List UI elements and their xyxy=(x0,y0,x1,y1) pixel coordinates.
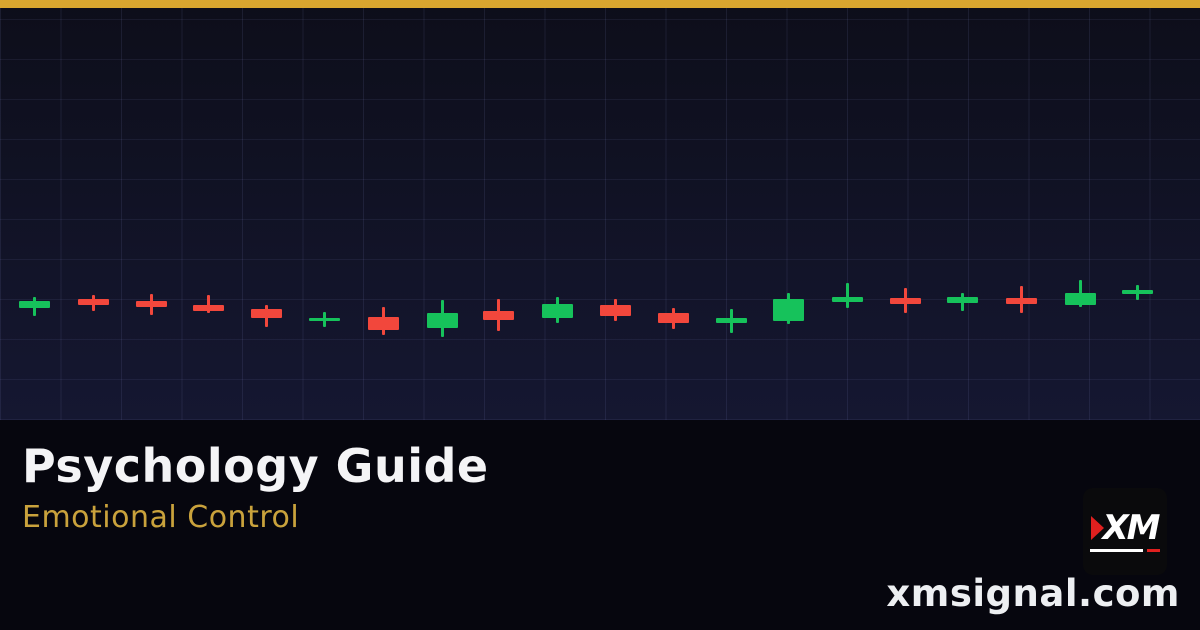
xm-logo-text: XM xyxy=(1102,508,1160,548)
site-url: xmsignal.com xyxy=(886,572,1180,615)
candle-body xyxy=(1005,298,1037,304)
candle-body xyxy=(367,317,399,330)
candle-body xyxy=(541,304,573,318)
xm-logo-underline xyxy=(1090,549,1160,552)
page-subtitle: Emotional Control xyxy=(22,500,300,535)
candle-body xyxy=(772,299,804,321)
xm-logo: XM xyxy=(1083,488,1167,575)
candle-body xyxy=(657,313,689,323)
candle-body xyxy=(426,313,458,328)
candle-body xyxy=(308,318,340,321)
page-title: Psychology Guide xyxy=(22,439,489,493)
candle-body xyxy=(1121,290,1153,294)
candle-body xyxy=(135,301,167,307)
candle-body xyxy=(482,311,514,320)
logo-underline-red-tick xyxy=(1147,549,1160,552)
footer-panel: Psychology Guide Emotional Control XM xm… xyxy=(0,420,1200,630)
candle-body xyxy=(946,297,978,303)
candle-body xyxy=(831,297,863,302)
candle-wick xyxy=(206,295,210,313)
play-triangle-icon xyxy=(1091,516,1105,540)
candle-body xyxy=(250,309,282,318)
candle-body xyxy=(192,305,224,311)
candle-body xyxy=(599,305,631,316)
top-accent-bar xyxy=(0,0,1200,8)
candle-body xyxy=(1064,293,1096,305)
candle-body xyxy=(77,299,109,305)
logo-underline-white xyxy=(1090,549,1143,552)
xm-logo-row: XM xyxy=(1091,508,1161,548)
candle-wick xyxy=(845,283,849,308)
candle-body xyxy=(18,301,50,308)
candle-body xyxy=(715,318,747,323)
candlestick-chart xyxy=(0,0,1200,420)
candle-body xyxy=(889,298,921,304)
